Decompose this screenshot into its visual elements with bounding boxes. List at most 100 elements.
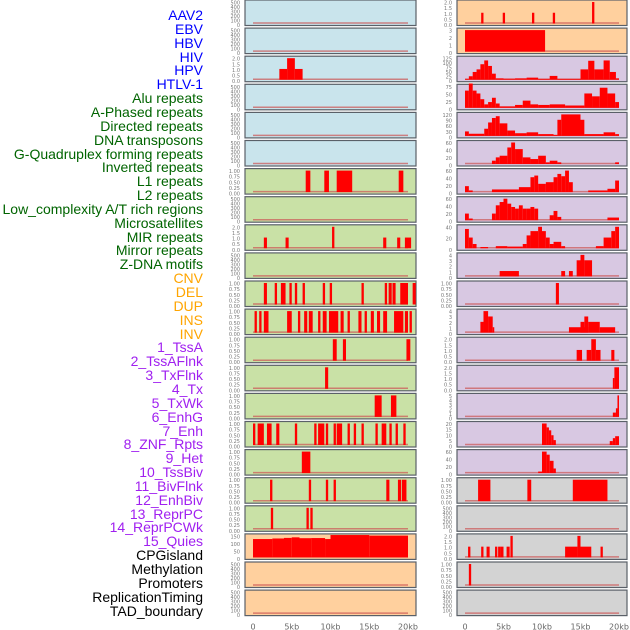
panel: 1.000.750.500.250.00 <box>441 477 628 507</box>
y-tick-label: 0 <box>449 332 452 338</box>
y-tick-label: 1.0 <box>232 237 240 243</box>
bar <box>377 311 381 333</box>
x-tick-label: 20kb <box>609 623 629 630</box>
panel-background <box>244 420 417 448</box>
bar <box>538 226 542 249</box>
bar <box>383 237 387 249</box>
bar <box>511 206 516 221</box>
y-tick-label: 1 <box>449 270 452 276</box>
bar <box>549 460 554 474</box>
bar <box>511 142 516 164</box>
bar <box>576 349 583 361</box>
bar <box>332 339 337 361</box>
bar <box>506 546 510 558</box>
bar <box>615 408 618 417</box>
panel: 1.000.750.500.250.00 <box>229 392 417 422</box>
bar <box>542 451 547 474</box>
y-tick-label: 0.75 <box>229 287 240 293</box>
bar <box>301 451 311 474</box>
bar <box>553 135 558 136</box>
bar <box>500 546 504 558</box>
y-tick-label: 400 <box>230 202 240 208</box>
bar <box>325 539 331 558</box>
bar <box>515 208 519 221</box>
y-tick-label: 0.50 <box>229 461 240 467</box>
bar <box>588 321 600 333</box>
y-tick-label: 1.00 <box>441 282 452 288</box>
bar <box>468 76 473 80</box>
bar <box>404 237 412 249</box>
y-tick-label: 0.5 <box>444 17 452 23</box>
bar <box>484 104 489 108</box>
y-tick-label: 0 <box>237 164 240 170</box>
bar <box>580 546 592 558</box>
bar <box>336 423 343 445</box>
bar <box>592 2 595 24</box>
y-tick-label: 200 <box>442 520 452 526</box>
bar <box>397 479 402 502</box>
bar <box>305 170 311 193</box>
bar <box>518 187 531 193</box>
y-tick-label: 500 <box>230 591 240 597</box>
bar <box>412 283 416 305</box>
bar <box>266 423 272 445</box>
bar <box>549 104 566 108</box>
y-tick-label: 0.00 <box>229 360 240 366</box>
panel-background <box>456 252 628 279</box>
bar <box>332 226 335 249</box>
track-label: 7_Enh <box>162 422 203 439</box>
bar <box>468 218 473 221</box>
panel-background <box>244 168 417 195</box>
bar <box>325 367 329 389</box>
track-label: MIR repeats <box>126 228 203 245</box>
panel: 2.01.51.00.50.0 <box>444 364 628 394</box>
bar <box>538 183 546 193</box>
y-tick-label: 100 <box>230 609 240 615</box>
x-tick-label: 0 <box>462 623 467 630</box>
bar <box>476 93 481 108</box>
panel-background <box>456 336 628 364</box>
y-tick-label: 0.00 <box>229 529 240 535</box>
track-label: HPV <box>174 62 203 79</box>
bar <box>611 231 616 249</box>
y-tick-label: 200 <box>230 155 240 161</box>
panel-background <box>456 505 628 532</box>
panel: 1.000.750.500.250.00 <box>229 420 417 451</box>
bar <box>280 283 286 305</box>
panel-background <box>456 196 628 223</box>
y-tick-label: 0.75 <box>229 175 240 181</box>
bar <box>468 564 472 586</box>
bar <box>486 546 490 558</box>
y-tick-label: 300 <box>230 38 240 44</box>
y-tick-label: 60 <box>446 141 452 147</box>
track-label: 9_Het <box>165 450 203 467</box>
panel-background <box>244 449 417 476</box>
bar <box>294 68 303 80</box>
track-label: DEL <box>175 284 203 300</box>
bar <box>401 479 407 502</box>
y-tick-label: 400 <box>230 89 240 95</box>
bar <box>507 130 516 136</box>
x-tick-label: 10kb <box>321 623 341 630</box>
x-tick-label: 20kb <box>398 623 418 630</box>
track-label: HIV <box>179 48 203 65</box>
bar <box>308 311 313 333</box>
bar <box>358 311 362 333</box>
bar <box>409 311 412 333</box>
bar <box>499 155 508 164</box>
y-tick-label: 0 <box>237 557 240 563</box>
bar <box>369 535 408 558</box>
bar <box>491 213 496 221</box>
y-tick-label: 1.00 <box>229 478 240 484</box>
bar <box>553 177 558 193</box>
bar <box>588 60 595 80</box>
x-tick-label: 10kb <box>532 623 552 630</box>
track-label: CNV <box>173 270 203 287</box>
bar <box>507 147 512 164</box>
y-tick-label: 500 <box>230 141 240 147</box>
bar <box>403 423 406 445</box>
bar <box>615 134 619 136</box>
bar <box>284 537 292 558</box>
bar <box>274 283 278 305</box>
bar <box>342 339 346 361</box>
